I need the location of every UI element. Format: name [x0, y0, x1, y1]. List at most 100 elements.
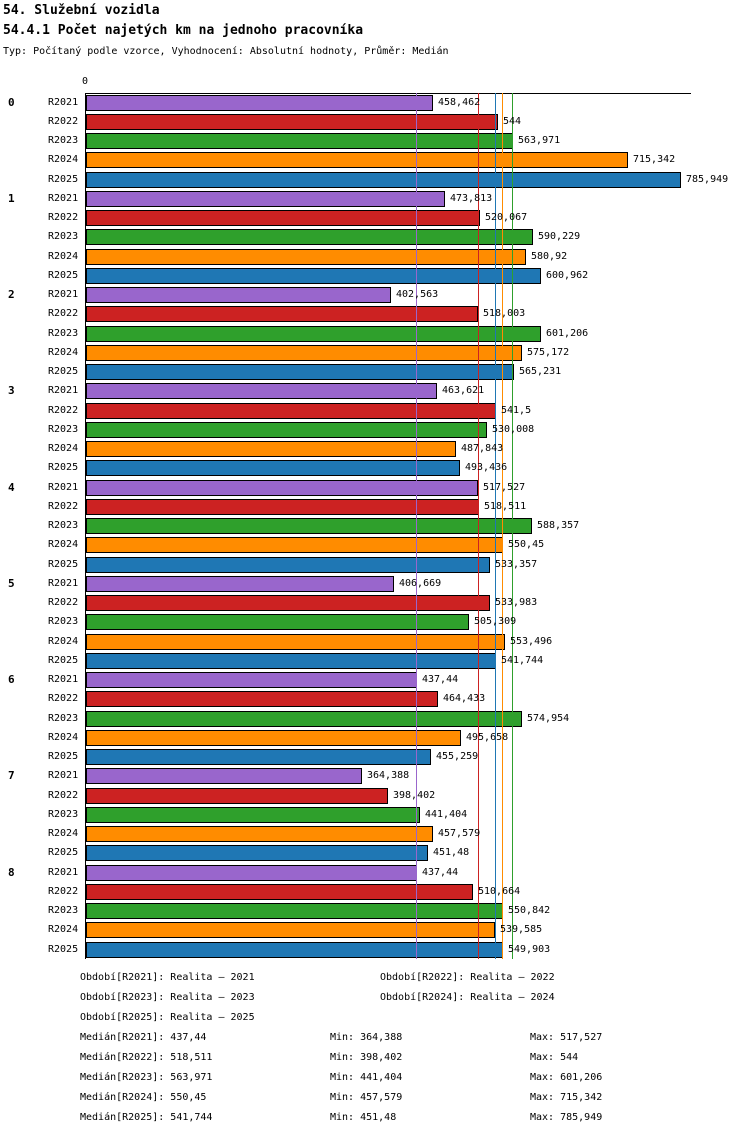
chart-bar: [86, 729, 461, 746]
stat-median-r2023: Medián[R2023]: 563,971: [80, 1072, 213, 1083]
bar-value-label: 437,44: [422, 674, 459, 685]
chart-meta: Typ: Počítaný podle vzorce, Vyhodnocení:…: [3, 46, 449, 57]
group-label: 8: [8, 865, 15, 879]
series-label: R2025: [48, 173, 79, 185]
group-label: 2: [8, 288, 15, 301]
chart-bar: [86, 498, 479, 515]
bar-value-label: 458,462: [438, 96, 481, 108]
bar-value-label: 495,658: [466, 731, 509, 743]
bar-value-label: 441,404: [425, 808, 468, 820]
chart-bar: [86, 903, 503, 919]
chart-bar: [86, 556, 490, 573]
stat-median-r2022: Medián[R2022]: 518,511: [80, 1052, 213, 1063]
group-label: 5: [8, 576, 15, 590]
series-label: R2021: [48, 770, 79, 782]
bar-value-label: 785,949: [686, 173, 729, 185]
series-label: R2025: [48, 654, 79, 666]
chart-bar: [86, 710, 522, 727]
series-label: R2023: [48, 327, 79, 339]
stat-min-r2022: Min: 398,402: [330, 1052, 403, 1063]
bar-value-label: 533,357: [495, 558, 538, 570]
bar-value-label: 541,5: [501, 404, 532, 416]
bar-value-label: 518,511: [484, 500, 527, 512]
chart-bar: [86, 806, 420, 823]
series-label: R2023: [48, 616, 79, 628]
chart-bar: [86, 749, 431, 765]
chart-bar: [86, 133, 513, 149]
chart-bar: [86, 344, 522, 361]
series-label: R2023: [48, 135, 79, 146]
series-label: R2024: [48, 828, 79, 839]
stat-min-r2024: Min: 457,579: [330, 1092, 403, 1103]
bar-value-label: 398,402: [393, 789, 436, 801]
series-label: R2022: [48, 597, 79, 608]
stat-max-r2022: Max: 544: [530, 1052, 579, 1063]
legend-item-r2021: Období[R2021]: Realita – 2021: [80, 972, 255, 983]
series-label: R2022: [48, 308, 79, 320]
median-line-r2025: [495, 93, 496, 959]
bar-value-label: 590,229: [538, 231, 581, 243]
series-label: R2021: [48, 192, 79, 204]
bar-value-label: 493,436: [465, 462, 508, 474]
series-label: R2024: [48, 924, 79, 936]
chart-bar: [86, 325, 541, 342]
x-axis-line: [85, 93, 691, 94]
chart-bar: [86, 171, 681, 188]
stat-min-r2023: Min: 441,404: [330, 1072, 403, 1083]
series-label: R2023: [48, 905, 79, 916]
bar-value-label: 565,231: [519, 366, 562, 377]
bar-value-label: 530,008: [492, 423, 535, 435]
chart-bar: [86, 460, 460, 477]
chart-bar: [86, 152, 628, 169]
legend-item-r2022: Období[R2022]: Realita – 2022: [380, 972, 555, 983]
group-label: 7: [8, 769, 15, 783]
group-label: 1: [8, 191, 15, 205]
series-label: R2025: [48, 269, 79, 281]
chart-bar: [86, 364, 514, 380]
bar-value-label: 580,92: [531, 250, 568, 262]
series-label: R2022: [48, 885, 79, 897]
series-label: R2024: [48, 154, 79, 166]
chart-bar: [86, 306, 478, 323]
bar-value-label: 541,744: [501, 654, 544, 666]
chart-bar: [86, 633, 505, 650]
stat-max-r2024: Max: 715,342: [530, 1092, 603, 1103]
series-label: R2025: [48, 366, 79, 377]
stat-median-r2025: Medián[R2025]: 541,744: [80, 1112, 213, 1123]
bar-value-label: 517,527: [483, 481, 526, 493]
chart-bar: [86, 479, 478, 496]
chart-bar: [86, 614, 469, 631]
chart-bar: [86, 518, 532, 534]
legend-item-r2024: Období[R2024]: Realita – 2024: [380, 992, 555, 1003]
series-label: R2021: [48, 577, 79, 589]
chart-bar: [86, 441, 456, 457]
stat-max-r2025: Max: 785,949: [530, 1112, 603, 1123]
chart-bar: [86, 248, 526, 265]
chart-bar: [86, 826, 433, 842]
chart-bar: [86, 883, 473, 900]
series-label: R2021: [48, 96, 79, 108]
bar-value-label: 715,342: [633, 154, 676, 166]
group-label: 6: [8, 673, 15, 686]
bar-value-label: 539,585: [500, 924, 543, 936]
bar-value-label: 520,067: [485, 212, 528, 223]
chart-bar: [86, 383, 437, 400]
group-label: 0: [8, 95, 15, 109]
series-label: R2022: [48, 212, 79, 223]
origin-tick-label: 0: [82, 76, 89, 87]
chart-bar: [86, 402, 496, 419]
series-label: R2021: [48, 866, 79, 878]
series-label: R2022: [48, 693, 79, 705]
bar-value-label: 463,621: [442, 385, 485, 397]
bar-value-label: 510,664: [478, 885, 521, 897]
series-label: R2021: [48, 289, 79, 300]
median-line-r2023: [512, 93, 513, 959]
bar-value-label: 455,259: [436, 751, 479, 762]
series-label: R2022: [48, 789, 79, 801]
series-label: R2023: [48, 423, 79, 435]
series-label: R2023: [48, 520, 79, 531]
stat-max-r2021: Max: 517,527: [530, 1032, 603, 1043]
chart-bar: [86, 845, 428, 862]
series-label: R2025: [48, 462, 79, 474]
chart-bar: [86, 922, 495, 939]
